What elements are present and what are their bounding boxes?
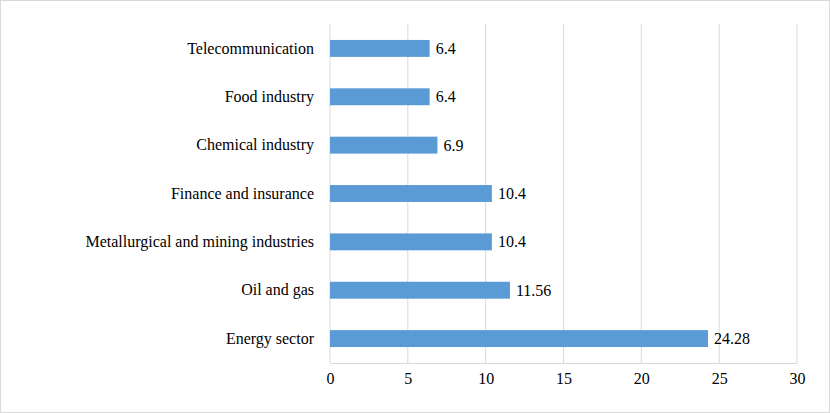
grid-line (563, 24, 564, 363)
data-label: 10.4 (498, 233, 526, 250)
x-tick: 25 (712, 363, 728, 387)
x-tick: 30 (790, 363, 806, 387)
y-tick: Oil and gas (241, 281, 330, 299)
x-tick: 10 (478, 363, 494, 387)
chart-frame (1, 1, 830, 413)
grid-line (641, 24, 642, 363)
bar (330, 233, 492, 250)
data-label: 6.9 (443, 137, 463, 154)
grid-line (797, 24, 798, 363)
x-tick: 0 (327, 363, 335, 387)
y-tick-label: Metallurgical and mining industries (85, 233, 314, 251)
y-tick: Metallurgical and mining industries (85, 233, 330, 251)
bar (330, 185, 492, 202)
bars (330, 40, 708, 347)
bar (330, 137, 437, 154)
y-tick: Finance and insurance (171, 185, 330, 202)
x-tick-label: 10 (478, 370, 494, 387)
y-tick-label: Telecommunication (187, 40, 314, 57)
x-tick-label: 5 (404, 370, 412, 387)
y-tick-label: Energy sector (226, 330, 315, 348)
data-label: 6.4 (436, 40, 456, 57)
data-label: 10.4 (498, 185, 526, 202)
y-tick: Food industry (225, 88, 330, 106)
y-axis: Energy sector Oil and gas Metallurgical an… (85, 40, 330, 348)
y-tick-label: Chemical industry (196, 136, 314, 154)
bar (330, 40, 430, 57)
y-tick: Energy sector (226, 330, 330, 348)
data-labels: 24.28 11.56 10.4 10.4 6.9 6.4 6.4 (436, 40, 750, 347)
x-tick: 20 (634, 363, 650, 387)
x-tick-label: 15 (556, 370, 572, 387)
bar (330, 282, 510, 299)
x-tick-label: 20 (634, 370, 650, 387)
data-label: 24.28 (714, 330, 750, 347)
data-label: 11.56 (516, 282, 551, 299)
x-tick-label: 30 (790, 370, 806, 387)
y-tick-label: Finance and insurance (171, 185, 314, 202)
grid-line (719, 24, 720, 363)
x-tick: 15 (556, 363, 572, 387)
bar (330, 330, 708, 347)
x-tick: 5 (404, 363, 412, 387)
y-tick: Telecommunication (187, 40, 330, 57)
bar (330, 88, 430, 105)
x-tick-label: 25 (712, 370, 728, 387)
y-tick-label: Food industry (225, 88, 314, 106)
grid (330, 24, 797, 363)
x-axis-line (331, 363, 798, 364)
y-tick-label: Oil and gas (241, 281, 314, 299)
x-tick-label: 0 (327, 370, 335, 387)
y-tick: Chemical industry (196, 136, 330, 154)
chart: 0 5 10 15 20 25 30 Energy sector Oil and gas Meta… (0, 0, 830, 413)
data-label: 6.4 (436, 88, 456, 105)
x-axis: 0 5 10 15 20 25 30 (327, 363, 806, 387)
